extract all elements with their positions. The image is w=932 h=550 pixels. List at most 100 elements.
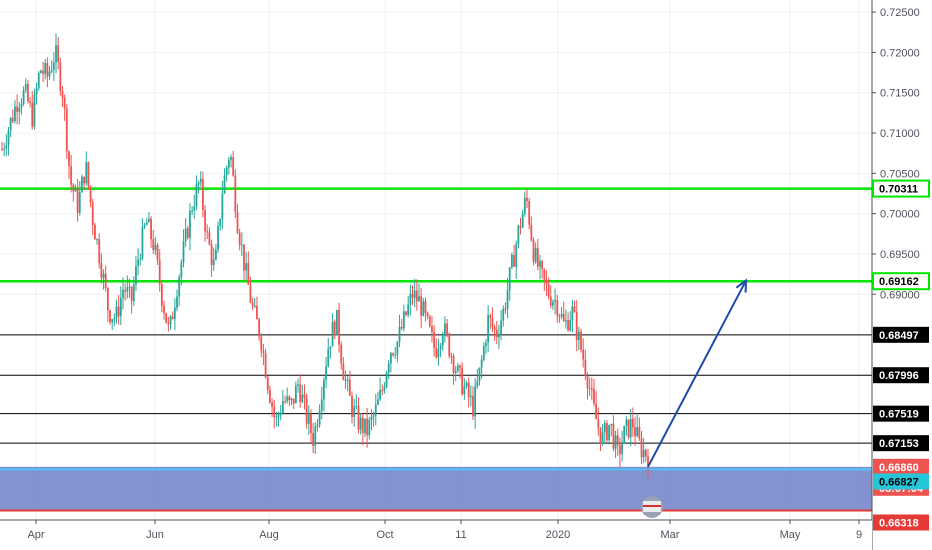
x-axis-ticks: Apr Jun Aug Oct 11 2020 Mar May 9 xyxy=(27,520,862,541)
candle-body xyxy=(389,353,392,364)
candle-body xyxy=(534,248,537,262)
candle-body xyxy=(366,418,369,436)
candle-body xyxy=(411,293,414,298)
candle-body xyxy=(89,186,92,203)
candle-body xyxy=(506,290,509,309)
candle-body xyxy=(439,345,442,350)
candle-body xyxy=(634,427,636,437)
candle-body xyxy=(351,395,353,417)
candle-body xyxy=(573,306,576,313)
candle-body xyxy=(344,379,347,381)
candle-body xyxy=(318,411,321,425)
candle-body xyxy=(545,279,548,285)
candle-body xyxy=(14,106,16,122)
candle-body xyxy=(128,286,131,288)
candle-body xyxy=(197,182,200,185)
candle-body xyxy=(106,287,109,311)
candle-body xyxy=(631,418,634,428)
candle-body xyxy=(424,301,427,313)
candle-body xyxy=(275,416,278,418)
candle-body xyxy=(405,311,407,315)
candle-body xyxy=(245,263,248,271)
candle-body xyxy=(480,359,483,368)
candle-body xyxy=(109,310,111,323)
candle-body xyxy=(316,424,319,427)
candle-body xyxy=(614,435,617,449)
candle-body xyxy=(281,401,284,413)
candle-body xyxy=(608,424,611,441)
candle-body xyxy=(212,259,215,266)
candle-body xyxy=(552,301,554,306)
level-tag-0.68497: 0.68497 xyxy=(879,330,919,342)
candle-body xyxy=(543,269,546,280)
candle-body xyxy=(221,193,224,219)
candle-body xyxy=(528,200,531,225)
candle-body xyxy=(286,396,289,402)
candle-body xyxy=(508,267,511,291)
level-tag-0.67153: 0.67153 xyxy=(879,438,919,450)
candle-body xyxy=(158,260,161,285)
level-tag-0.67996: 0.67996 xyxy=(879,370,919,382)
candle-body xyxy=(150,218,152,240)
candle-body xyxy=(489,315,492,318)
candle-body xyxy=(450,356,453,358)
y-axis-ticks: 0.72500 0.72000 0.71500 0.71000 0.70500 0.700… xyxy=(872,7,920,301)
candle-body xyxy=(640,438,643,458)
candle-body xyxy=(310,414,312,434)
projection-arrow xyxy=(647,278,748,468)
candle-body xyxy=(355,405,358,407)
candle-body xyxy=(126,287,129,292)
candle-body xyxy=(342,363,345,381)
candle-body xyxy=(145,222,148,226)
candle-body xyxy=(560,313,563,317)
candle-body xyxy=(556,300,559,316)
candle-body xyxy=(456,365,459,372)
candle-body xyxy=(327,348,330,367)
candle-body xyxy=(353,406,356,417)
candle-body xyxy=(383,386,386,391)
x-tick-label: Apr xyxy=(27,529,44,541)
candle-body xyxy=(472,395,474,417)
candle-body xyxy=(277,414,280,417)
candle-body xyxy=(37,72,40,88)
candle-body xyxy=(495,329,498,338)
red-level-tag: 0.66318 xyxy=(879,517,919,529)
candle-body xyxy=(70,166,73,185)
candle-body xyxy=(230,157,232,160)
level-tag-0.70311-bg xyxy=(872,179,930,198)
candle-body xyxy=(452,356,455,373)
candle-body xyxy=(202,178,204,211)
cyan-level-tag-bg xyxy=(873,473,929,490)
y-tick-label: 0.71000 xyxy=(880,128,920,140)
candle-body xyxy=(284,401,286,403)
support-zone-band xyxy=(0,466,872,511)
candle-body xyxy=(584,359,587,376)
candle-body xyxy=(625,419,628,426)
candle-body xyxy=(409,293,412,305)
cyan-level-tag: 0.66827 xyxy=(879,476,919,488)
candle-body xyxy=(577,331,580,340)
candle-body xyxy=(42,70,44,74)
candle-body xyxy=(5,145,8,149)
candle-body xyxy=(402,311,405,329)
candle-body xyxy=(141,226,144,259)
candle-body xyxy=(76,187,79,213)
candle-body xyxy=(441,335,444,346)
candle-body xyxy=(35,87,38,95)
candle-body xyxy=(258,319,261,337)
candle-body xyxy=(493,326,496,330)
candle-body xyxy=(554,300,556,302)
level-tag-0.68497-bg xyxy=(873,326,929,343)
candle-body xyxy=(394,354,397,356)
candle-body xyxy=(104,273,107,288)
candle-body xyxy=(39,70,42,73)
candle-body xyxy=(638,427,641,439)
candle-body xyxy=(426,312,429,317)
candle-body xyxy=(636,427,639,437)
y-tick-label: 0.72000 xyxy=(880,47,920,59)
candle-body xyxy=(478,367,481,382)
candle-body xyxy=(627,419,630,438)
candle-body xyxy=(325,366,327,380)
